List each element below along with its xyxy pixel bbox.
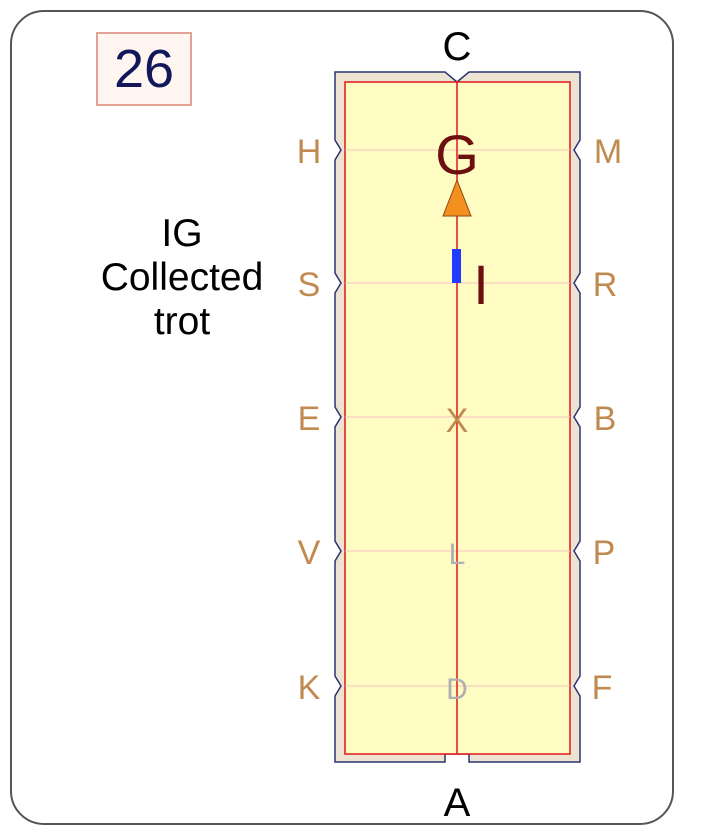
letter-i: I [473,253,489,316]
letter-m: M [594,133,622,171]
letter-p: P [593,534,616,572]
letter-s: S [298,266,321,304]
letter-f: F [592,669,613,707]
letter-g: G [435,123,479,186]
letter-e: E [298,400,321,438]
letter-v: V [298,534,321,572]
letter-l: L [449,538,466,571]
letter-x: X [446,402,469,440]
letter-k: K [298,669,321,707]
movement-line-2: Collected [100,256,264,299]
letter-b: B [594,400,617,438]
movement-line-3: trot [153,300,211,343]
test-number: 26 [113,39,175,99]
letter-r: R [593,266,618,304]
letter-d: D [446,673,468,706]
movement-description: IG Collected trot [70,212,294,344]
letter-a: A [444,781,471,825]
test-number-badge: 26 [96,32,192,106]
halt-marker-icon [452,249,461,283]
letter-h: H [297,133,322,171]
direction-arrow-icon [442,178,472,217]
movement-line-1: IG [161,212,203,255]
letter-c: C [443,25,472,69]
